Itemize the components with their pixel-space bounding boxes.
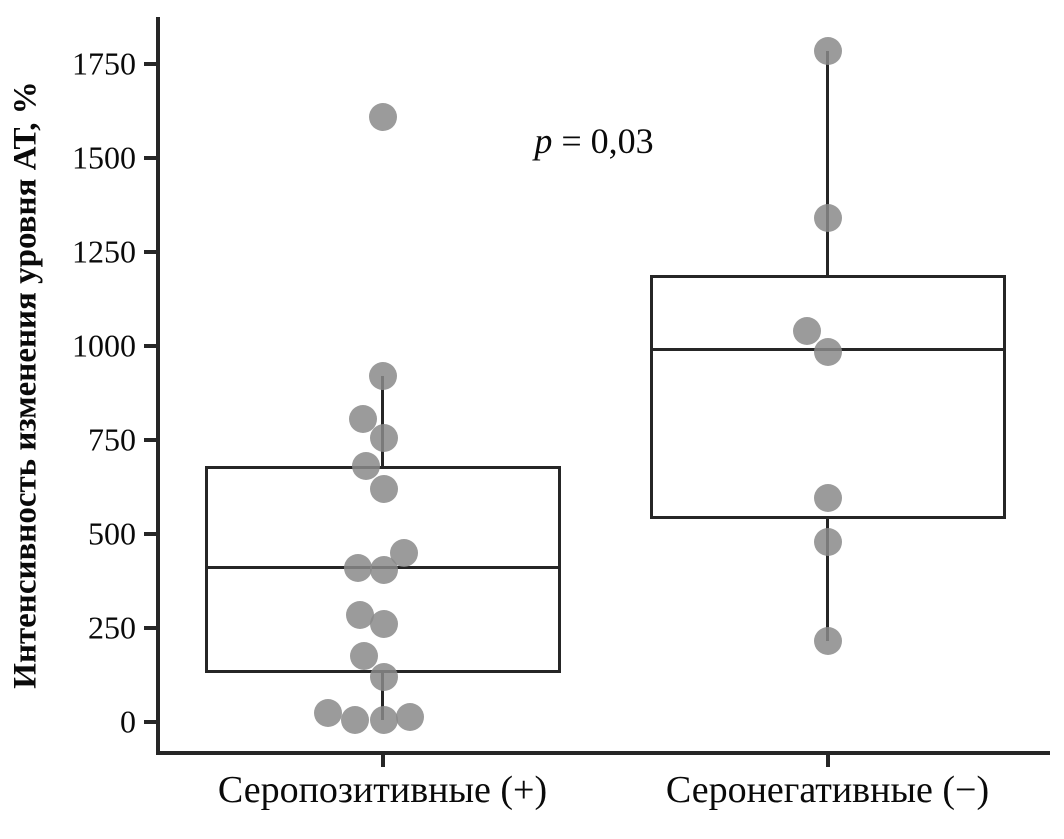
category-label: Серонегативные (−) — [665, 769, 990, 811]
data-point — [813, 204, 842, 233]
data-point — [369, 706, 398, 735]
whisker-lower — [825, 519, 830, 642]
y-tick-mark — [144, 532, 156, 537]
y-tick-mark — [144, 156, 156, 161]
whisker-upper — [825, 50, 830, 275]
data-point — [813, 36, 842, 65]
y-tick-label: 750 — [88, 421, 136, 458]
y-axis-line — [156, 17, 160, 755]
data-point — [395, 702, 424, 731]
data-point — [369, 474, 398, 503]
y-tick-mark — [144, 438, 156, 443]
y-tick-label: 1750 — [72, 45, 136, 82]
p-value-annotation: p = 0,03 — [534, 123, 653, 159]
data-point — [368, 362, 397, 391]
y-tick-mark — [144, 626, 156, 631]
data-point — [313, 698, 342, 727]
y-tick-label: 250 — [88, 609, 136, 646]
data-point — [792, 317, 821, 346]
y-tick-label: 0 — [120, 703, 136, 740]
data-point — [369, 610, 398, 639]
p-value-variable: p — [534, 121, 553, 161]
y-tick-mark — [144, 62, 156, 66]
data-point — [369, 555, 398, 584]
data-point — [368, 102, 397, 131]
data-point — [349, 642, 378, 671]
box-rect — [649, 274, 1006, 520]
data-point — [340, 706, 369, 735]
data-point — [813, 484, 842, 513]
whisker-upper — [380, 376, 385, 467]
y-tick-label: 1500 — [72, 139, 136, 176]
y-tick-label: 500 — [88, 515, 136, 552]
data-point — [813, 627, 842, 656]
data-point — [369, 424, 398, 453]
y-tick-mark — [144, 250, 156, 255]
x-tick-mark — [380, 755, 385, 767]
y-tick-label: 1250 — [72, 233, 136, 270]
x-tick-mark — [825, 755, 830, 767]
data-point — [345, 600, 374, 629]
data-point — [813, 337, 842, 366]
y-tick-mark — [144, 720, 156, 725]
whisker-lower — [380, 673, 385, 721]
x-axis-line — [156, 751, 1050, 755]
data-point — [343, 553, 372, 582]
p-value-text: = 0,03 — [552, 121, 654, 161]
category-label: Серопозитивные (+) — [217, 769, 548, 811]
data-point — [369, 663, 398, 692]
y-tick-mark — [144, 344, 156, 349]
data-point — [813, 527, 842, 556]
y-tick-label: 1000 — [72, 327, 136, 364]
data-point — [351, 452, 380, 481]
